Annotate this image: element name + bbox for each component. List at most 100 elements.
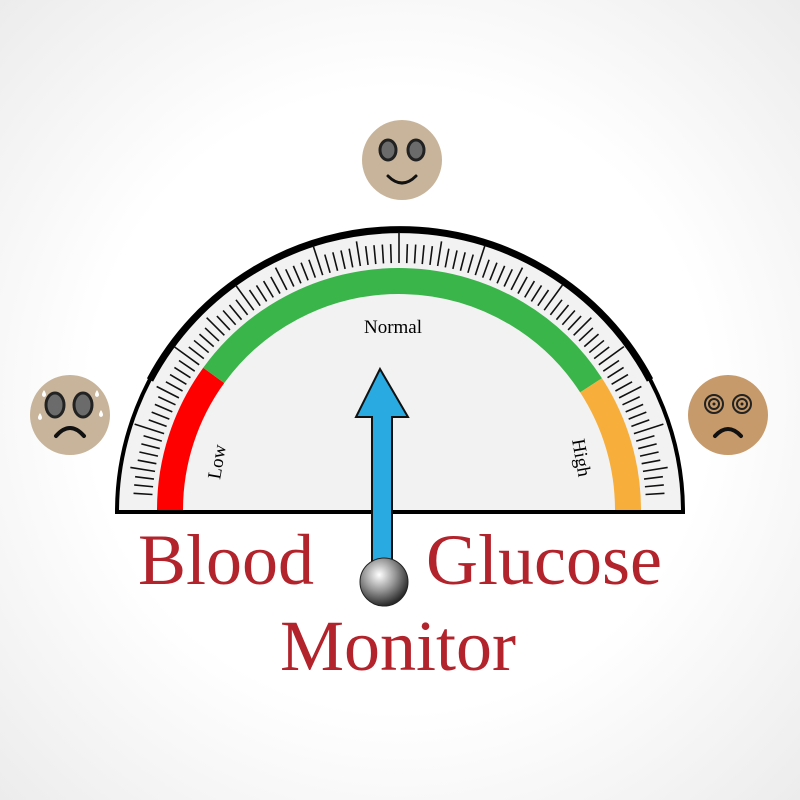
gauge-tick: [496, 265, 506, 284]
gauge-tick: [643, 475, 664, 480]
gauge-tick: [644, 484, 664, 488]
high-zone-band: [580, 378, 641, 511]
gauge-tick: [292, 265, 302, 284]
gauge-tick: [262, 280, 274, 298]
gauge-tick: [625, 403, 644, 413]
needle-pivot: [359, 557, 409, 607]
gauge-tick: [444, 248, 450, 268]
gauge-tick: [312, 245, 324, 276]
gauge-tick: [555, 304, 570, 321]
gauge-tick: [561, 309, 576, 326]
gauge-rim-top: [146, 226, 654, 382]
gauge-tick: [198, 333, 215, 348]
gauge-tick: [452, 250, 458, 270]
high-dizzy-sad-face: [688, 375, 768, 455]
title-monitor: Monitor: [280, 606, 517, 686]
gauge-tick: [134, 484, 154, 488]
gauge-tick: [611, 373, 629, 385]
gauge-tick: [631, 419, 650, 428]
gauge-tick: [157, 396, 176, 406]
gauge-tick: [134, 423, 165, 435]
gauge-tick: [489, 262, 498, 281]
gauge-tick: [503, 268, 513, 287]
gauge-tick: [332, 252, 339, 271]
gauge-tick: [373, 245, 377, 265]
gauge-tick: [130, 466, 156, 473]
sweat-drops-icon: [38, 390, 103, 420]
gauge-tick: [638, 443, 657, 450]
gauge-tick: [340, 250, 346, 270]
gauge-tick: [308, 259, 317, 278]
gauge-tick: [188, 346, 205, 360]
low-zone-band: [157, 367, 225, 511]
gauge-tick: [622, 396, 641, 406]
gauge-tick: [381, 244, 385, 264]
gauge-tick: [567, 315, 582, 331]
gauge-tick: [530, 284, 543, 302]
gauge-tick: [133, 492, 153, 496]
gauge-tick: [583, 333, 600, 348]
gauge-tick: [270, 276, 281, 294]
gauge-tick: [148, 419, 167, 428]
gauge-tick: [517, 276, 528, 294]
gauge-tick: [573, 317, 592, 336]
gauge-tick: [285, 268, 295, 287]
gauge-tick: [348, 248, 354, 268]
gauge-tick: [615, 381, 633, 392]
normal-happy-face: [362, 120, 442, 200]
gauge-tick: [274, 267, 288, 291]
gauge-tick: [598, 345, 625, 366]
gauge-tick: [324, 254, 331, 274]
gauge-ticks: [130, 232, 668, 496]
gauge-tick: [222, 309, 237, 326]
gauge-tick: [639, 451, 659, 457]
gauge-tick: [173, 345, 200, 366]
gauge-tick: [635, 435, 655, 442]
gauge-tick: [607, 366, 625, 379]
gauge-tick: [543, 284, 564, 311]
gauge-tick: [173, 366, 191, 379]
gauge-tick: [141, 443, 160, 450]
gauge-tick: [578, 327, 594, 342]
gauge-tick: [235, 299, 249, 316]
gauge-tick: [169, 373, 187, 385]
gauge-tick: [645, 492, 665, 496]
low-sweating-sad-face: [30, 375, 110, 455]
gauge-tick: [389, 244, 393, 264]
gauge-tick: [413, 244, 417, 264]
title-glucose: Glucose: [426, 520, 662, 600]
gauge-tick: [134, 475, 155, 480]
gauge-tick: [593, 346, 610, 360]
gauge-tick: [421, 245, 425, 265]
gauge-tick: [549, 299, 563, 316]
gauge-tick: [234, 284, 255, 311]
gauge-tick: [474, 245, 486, 276]
gauge-tick: [137, 459, 157, 465]
normal-label: Normal: [364, 317, 422, 338]
gauge-tick: [537, 289, 550, 307]
gauge-tick: [628, 411, 647, 420]
gauge-tick: [405, 244, 409, 264]
gauge-tick: [255, 284, 268, 302]
gauge-tick: [467, 254, 474, 274]
gauge-tick: [588, 339, 605, 354]
gauge-tick: [641, 459, 661, 465]
gauge-tick: [193, 339, 210, 354]
gauge-tick: [602, 359, 620, 372]
gauge-tick: [206, 317, 225, 336]
gauge-needle: [354, 366, 410, 607]
gauge-tick: [248, 289, 261, 307]
gauge-tick: [139, 451, 159, 457]
gauge-tick: [151, 411, 170, 420]
gauge-tick: [165, 381, 183, 392]
gauge-tick: [510, 267, 524, 291]
gauge-tick: [618, 385, 642, 399]
gauge: Low Normal High: [114, 226, 686, 514]
gauge-tick: [524, 280, 536, 298]
gauge-tick: [481, 259, 490, 278]
gauge-tick: [633, 423, 664, 435]
gauge-tick: [204, 327, 220, 342]
gauge-tick: [429, 245, 434, 266]
gauge-tick: [228, 304, 243, 321]
